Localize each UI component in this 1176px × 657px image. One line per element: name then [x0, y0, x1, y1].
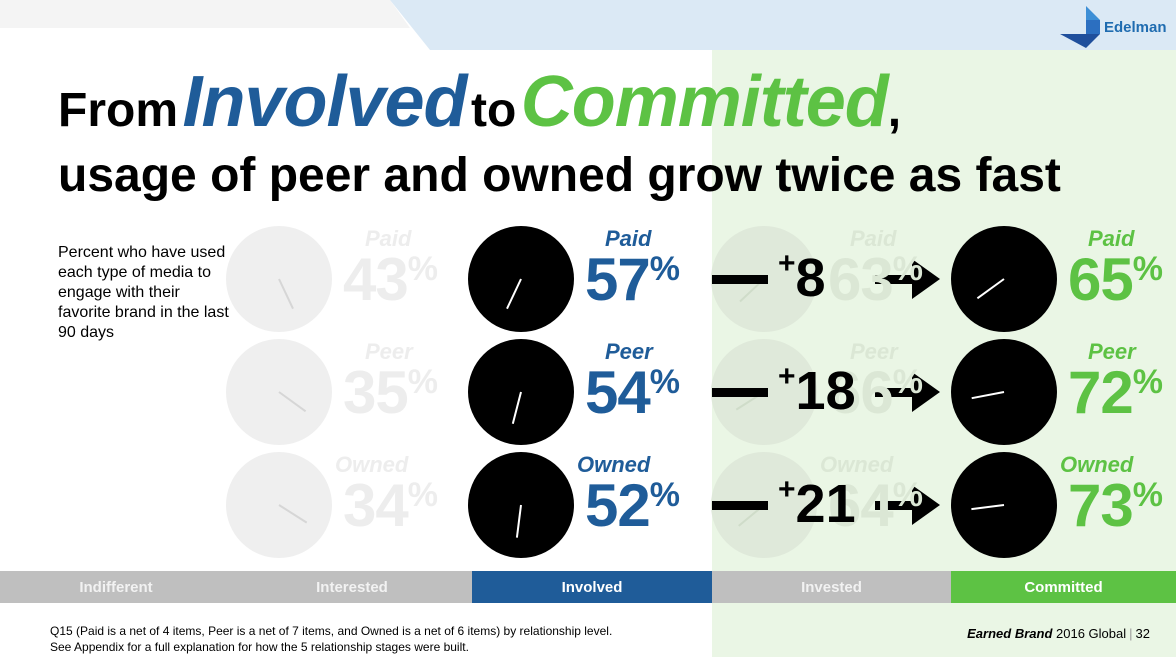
change-sign: +	[778, 473, 796, 506]
edelman-logo-icon	[1060, 6, 1100, 48]
change-number: 8	[795, 248, 826, 308]
headline-to: to	[470, 84, 517, 137]
pie-needle-interested-peer	[278, 391, 307, 413]
category-label-invested-peer: Peer	[850, 339, 898, 364]
change-arrow-owned	[875, 485, 940, 525]
footnote: Q15 (Paid is a net of 4 items, Peer is a…	[50, 623, 612, 655]
value-label-involved-paid: 57%	[585, 250, 680, 310]
headline-line2: usage of peer and owned grow twice as fa…	[58, 149, 1061, 202]
stage-interested: Interested	[232, 571, 472, 603]
value-label-invested-peer: 66%	[828, 363, 923, 423]
headline-involved: Involved	[182, 62, 467, 142]
change-arrow-peer	[875, 372, 940, 412]
header-light-band	[390, 0, 1176, 50]
value-label-committed-peer: 72%	[1068, 363, 1163, 423]
percent-symbol: %	[649, 363, 680, 401]
percent-symbol: %	[892, 250, 923, 288]
stage-invested: Invested	[712, 571, 951, 603]
category-label-interested-owned: Owned	[335, 452, 409, 477]
headline-committed: Committed	[520, 62, 889, 142]
percent-symbol: %	[407, 250, 438, 288]
pie-needle-involved-paid	[506, 278, 522, 310]
page-label: 2016 Global	[1056, 626, 1127, 641]
change-sign: +	[778, 247, 796, 280]
headline-from: From	[58, 84, 178, 137]
pie-needle-involved-peer	[511, 391, 522, 425]
value-number: 54	[585, 359, 651, 426]
brand-logo-text: Edelman	[1104, 19, 1167, 36]
pie-needle-involved-owned	[515, 504, 522, 538]
value-number: 72	[1068, 359, 1134, 426]
percent-symbol: %	[1132, 476, 1163, 514]
value-number: 57	[585, 246, 651, 313]
change-number: 18	[795, 361, 856, 421]
pie-needle-committed-peer	[971, 391, 1005, 400]
percent-symbol: %	[649, 476, 680, 514]
value-label-invested-owned: 64%	[828, 476, 923, 536]
category-label-committed-paid: Paid	[1088, 226, 1135, 251]
change-number: 21	[795, 474, 856, 534]
pie-needle-committed-owned	[971, 504, 1005, 511]
value-label-invested-paid: 63%	[828, 250, 923, 310]
change-arrow-paid	[875, 259, 940, 299]
percent-symbol: %	[649, 250, 680, 288]
change-value-paid: +8	[778, 248, 826, 308]
value-label-involved-peer: 54%	[585, 363, 680, 423]
change-value-owned: +21	[778, 474, 856, 534]
pie-needle-interested-owned	[278, 504, 308, 524]
value-number: 73	[1068, 472, 1134, 539]
value-number: 35	[343, 359, 409, 426]
category-label-invested-paid: Paid	[850, 226, 897, 251]
pie-needle-committed-paid	[976, 278, 1005, 300]
change-dash-paid	[712, 275, 768, 284]
page-brand: Earned Brand	[967, 626, 1053, 641]
value-number: 34	[343, 472, 409, 539]
category-label-involved-paid: Paid	[605, 226, 652, 251]
pie-needle-interested-paid	[278, 278, 294, 310]
value-label-committed-paid: 65%	[1068, 250, 1163, 310]
category-label-interested-paid: Paid	[365, 226, 412, 251]
value-number: 66	[828, 359, 894, 426]
category-label-committed-peer: Peer	[1088, 339, 1136, 364]
value-label-involved-owned: 52%	[585, 476, 680, 536]
stage-indifferent: Indifferent	[0, 571, 232, 603]
value-number: 43	[343, 246, 409, 313]
category-label-involved-peer: Peer	[605, 339, 653, 364]
percent-symbol: %	[407, 476, 438, 514]
header-gray-band	[0, 0, 410, 28]
change-dash-owned	[712, 501, 768, 510]
percent-symbol: %	[892, 363, 923, 401]
footnote-line2: See Appendix for a full explanation for …	[50, 640, 469, 654]
value-number: 63	[828, 246, 894, 313]
value-label-committed-owned: 73%	[1068, 476, 1163, 536]
headline-comma: ,	[887, 84, 902, 137]
page-separator: |	[1129, 626, 1133, 641]
category-label-involved-owned: Owned	[577, 452, 651, 477]
page-number: 32	[1135, 626, 1150, 641]
stage-committed: Committed	[951, 571, 1176, 603]
stage-involved: Involved	[472, 571, 712, 603]
page-info: Earned Brand 2016 Global | 32	[967, 626, 1150, 641]
value-label-interested-owned: 34%	[343, 476, 438, 536]
change-dash-peer	[712, 388, 768, 397]
headline-line1: From Involved to Committed,	[58, 66, 901, 138]
percent-symbol: %	[1132, 363, 1163, 401]
change-value-peer: +18	[778, 361, 856, 421]
change-sign: +	[778, 360, 796, 393]
value-label-interested-paid: 43%	[343, 250, 438, 310]
value-number: 65	[1068, 246, 1134, 313]
category-label-interested-peer: Peer	[365, 339, 413, 364]
value-number: 64	[828, 472, 894, 539]
percent-symbol: %	[407, 363, 438, 401]
footnote-line1: Q15 (Paid is a net of 4 items, Peer is a…	[50, 624, 613, 638]
value-label-interested-peer: 35%	[343, 363, 438, 423]
chart-description: Percent who have used each type of media…	[58, 244, 229, 341]
category-label-committed-owned: Owned	[1060, 452, 1134, 477]
value-number: 52	[585, 472, 651, 539]
percent-symbol: %	[892, 476, 923, 514]
percent-symbol: %	[1132, 250, 1163, 288]
category-label-invested-owned: Owned	[820, 452, 894, 477]
